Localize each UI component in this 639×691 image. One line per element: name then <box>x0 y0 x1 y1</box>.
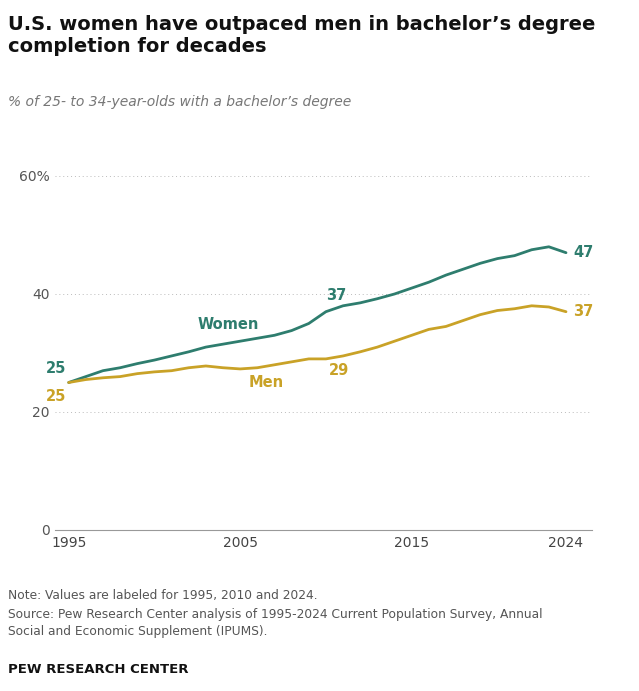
Text: 25: 25 <box>45 361 66 375</box>
Text: % of 25- to 34-year-olds with a bachelor’s degree: % of 25- to 34-year-olds with a bachelor… <box>8 95 351 109</box>
Text: U.S. women have outpaced men in bachelor’s degree
completion for decades: U.S. women have outpaced men in bachelor… <box>8 15 596 56</box>
Text: 37: 37 <box>573 304 593 319</box>
Text: 25: 25 <box>45 390 66 404</box>
Text: 37: 37 <box>326 288 346 303</box>
Text: Women: Women <box>197 317 259 332</box>
Text: 47: 47 <box>573 245 593 261</box>
Text: Men: Men <box>249 375 284 390</box>
Text: Source: Pew Research Center analysis of 1995-2024 Current Population Survey, Ann: Source: Pew Research Center analysis of … <box>8 608 543 621</box>
Text: Note: Values are labeled for 1995, 2010 and 2024.: Note: Values are labeled for 1995, 2010 … <box>8 589 318 602</box>
Text: PEW RESEARCH CENTER: PEW RESEARCH CENTER <box>8 663 189 676</box>
Text: Social and Economic Supplement (IPUMS).: Social and Economic Supplement (IPUMS). <box>8 625 268 638</box>
Text: 29: 29 <box>328 363 349 378</box>
